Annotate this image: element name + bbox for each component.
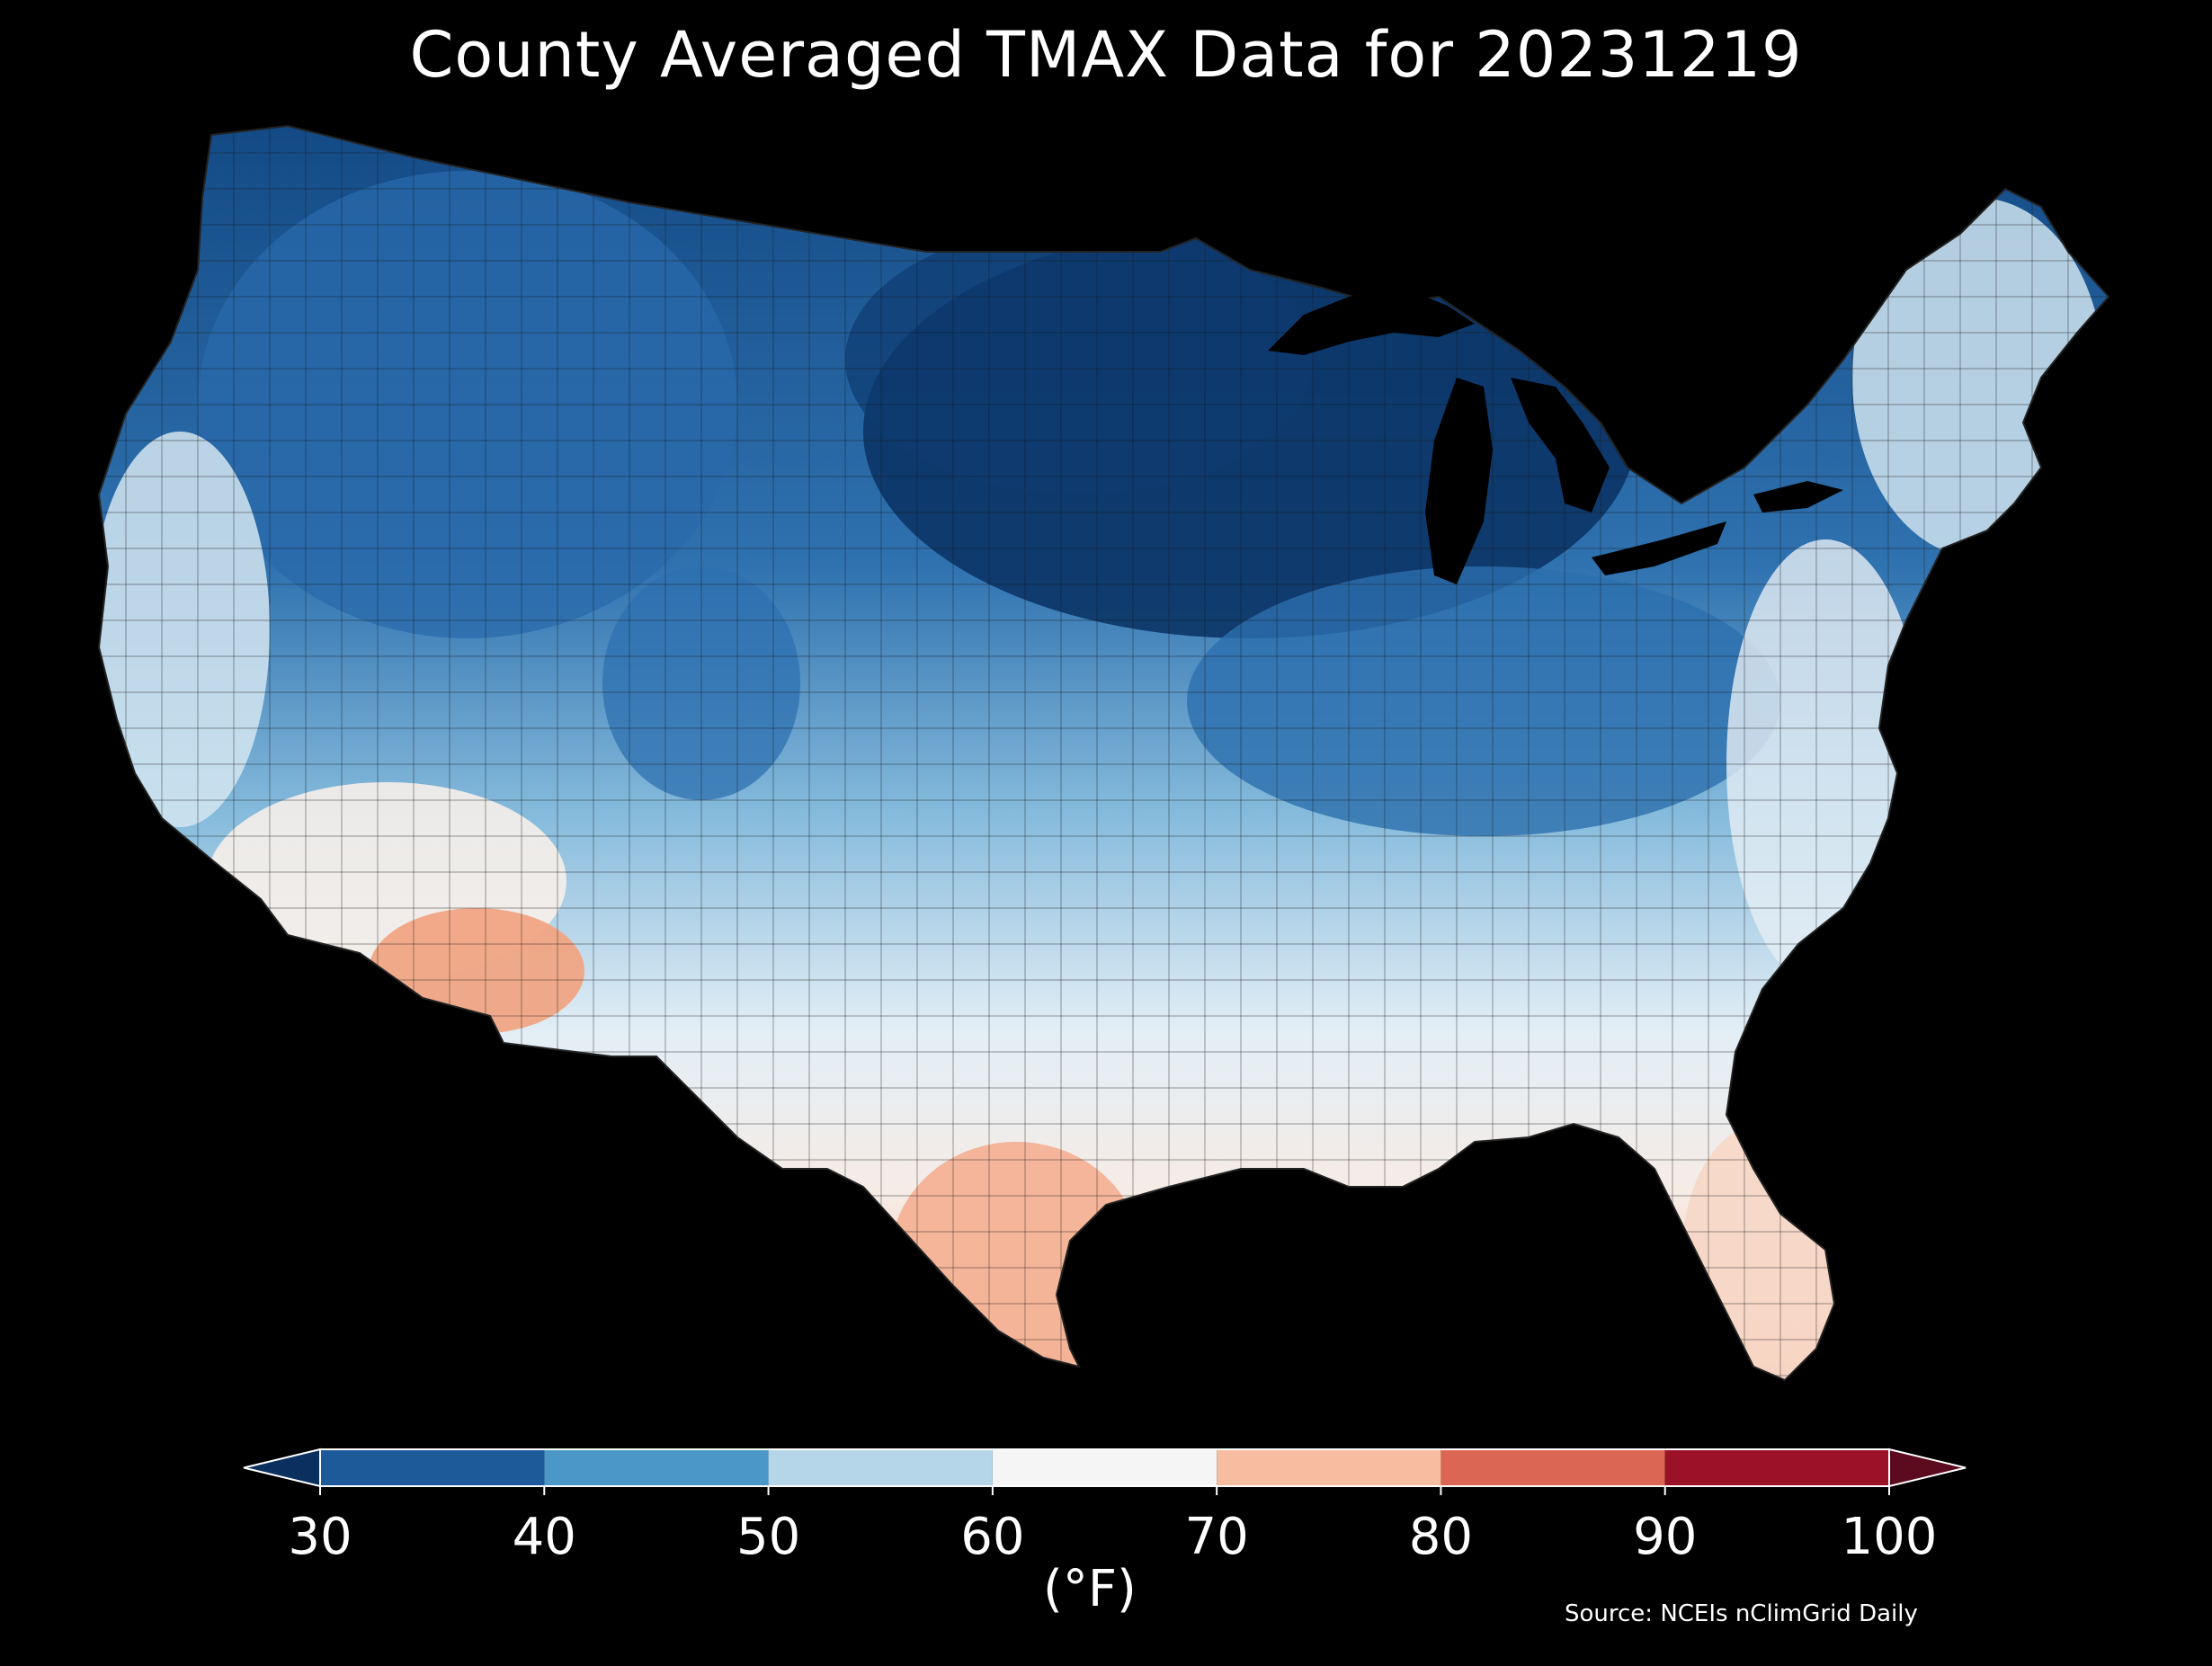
colorbar-tick-label: 70: [1185, 1508, 1249, 1566]
warm-region-florida: [1681, 1124, 1843, 1380]
colorbar-units-label: (°F): [1043, 1560, 1137, 1618]
colorbar-tick-label: 30: [288, 1508, 352, 1566]
source-credit: Source: NCEIs nClimGrid Daily: [1565, 1600, 1918, 1627]
mild-region-northeast: [1852, 198, 2104, 557]
lake-ontario: [1753, 481, 1843, 512]
cold-region-northern-plains: [845, 225, 1313, 494]
cold-region-colorado: [602, 566, 800, 800]
colorbar-tick-label: 90: [1633, 1508, 1697, 1566]
colorbar-tick-label: 80: [1409, 1508, 1473, 1566]
colorbar-tick-label: 40: [513, 1508, 576, 1566]
map-title: County Averaged TMAX Data for 20231219: [409, 18, 1803, 92]
lake-huron: [1511, 378, 1610, 512]
lake-superior: [1268, 288, 1475, 355]
warm-region-arizona: [369, 908, 584, 1034]
colorbar-tick-label: 100: [1842, 1508, 1938, 1566]
colorbar-tick-label: 60: [960, 1508, 1024, 1566]
great-lakes: [1268, 288, 1843, 584]
lake-erie: [1592, 521, 1726, 575]
colorbar-ticks: 30 40 50 60 70 80 90 100: [288, 1486, 1937, 1566]
choropleth-map: [98, 125, 2109, 1381]
colorbar-tick-label: 50: [736, 1508, 800, 1566]
contiguous-us: [98, 125, 2109, 1381]
cold-region-ohio-valley: [1187, 566, 1780, 836]
lake-michigan: [1425, 378, 1493, 584]
cold-region-rockies: [198, 171, 737, 638]
mild-region-california-coast: [99, 432, 270, 827]
